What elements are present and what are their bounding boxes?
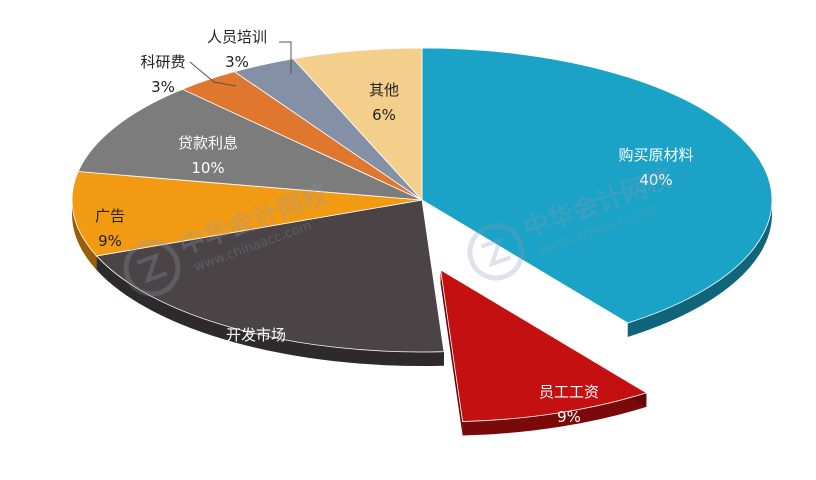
watermark-logo <box>123 239 181 297</box>
slice-员工工资 <box>440 269 648 422</box>
watermark-logo-mark <box>136 252 168 284</box>
slice-label-5: 科研费 3% <box>140 53 237 96</box>
slice-label-value: 9% <box>557 408 581 426</box>
slice-side-0 <box>627 200 772 337</box>
slice-label-value: 20% <box>239 351 272 369</box>
slice-label-name: 广告 <box>95 207 125 225</box>
slice-其他 <box>292 47 423 202</box>
slice-label-2: 开发市场 20% <box>226 326 286 369</box>
slice-label-4: 贷款利息 10% <box>178 134 238 177</box>
slice-label-name: 贷款利息 <box>178 134 238 152</box>
slice-label-value: 3% <box>225 53 249 71</box>
leader-line <box>279 41 292 74</box>
slice-label-name: 人员培训 <box>207 28 267 46</box>
slice-side-3 <box>72 200 97 270</box>
pie-slices <box>71 47 773 422</box>
watermark-logo-mark <box>480 236 512 268</box>
slice-label-value: 6% <box>372 106 396 124</box>
slice-label-name: 购买原材料 <box>618 146 693 164</box>
slice-label-1: 员工工资 9% <box>539 383 599 426</box>
slice-label-value: 3% <box>151 78 175 96</box>
slice-label-name: 其他 <box>369 81 399 99</box>
slice-贷款利息 <box>77 88 423 201</box>
watermark-logo <box>467 223 525 281</box>
slice-label-7: 其他 6% <box>369 81 399 124</box>
slice-cut-1-1 <box>440 269 463 436</box>
slice-开发市场 <box>95 199 445 353</box>
slice-label-6: 人员培训 3% <box>207 28 292 74</box>
slice-label-0: 购买原材料 40% <box>618 146 693 189</box>
slice-广告 <box>71 171 423 257</box>
slice-label-name: 员工工资 <box>539 383 599 401</box>
slice-label-value: 40% <box>639 171 672 189</box>
slice-label-name: 科研费 <box>140 53 185 71</box>
leader-line <box>189 61 237 87</box>
slice-购买原材料 <box>421 47 773 324</box>
slice-label-value: 9% <box>98 232 122 250</box>
slice-label-name: 开发市场 <box>226 326 286 344</box>
slice-side-2 <box>96 255 444 366</box>
slice-side-1 <box>462 392 647 436</box>
slice-label-value: 10% <box>191 159 224 177</box>
slice-label-3: 广告 9% <box>95 207 125 250</box>
slice-labels: 购买原材料40%员工工资9%开发市场20%广告9%贷款利息10%科研费3%人员培… <box>95 28 694 426</box>
